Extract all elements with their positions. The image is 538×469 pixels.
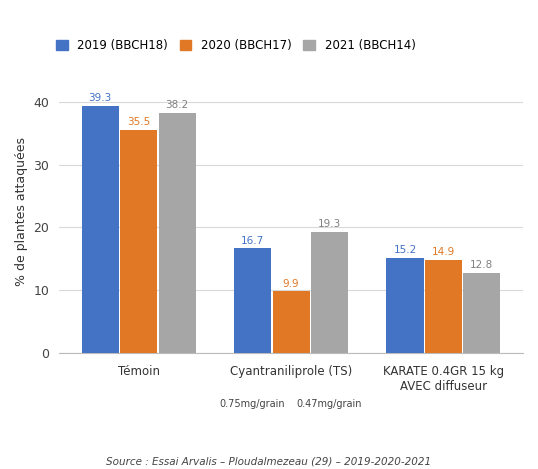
Bar	[82, 106, 119, 353]
Text: Source : Essai Arvalis – Ploudalmezeau (29) – 2019-2020-2021: Source : Essai Arvalis – Ploudalmezeau (…	[107, 457, 431, 467]
Legend: 2019 (BBCH18), 2020 (BBCH17), 2021 (BBCH14): 2019 (BBCH18), 2020 (BBCH17), 2021 (BBCH…	[56, 39, 415, 52]
Text: 0.75mg/grain: 0.75mg/grain	[220, 399, 286, 408]
Text: 12.8: 12.8	[470, 260, 493, 270]
Text: 9.9: 9.9	[283, 279, 299, 288]
Bar	[120, 130, 157, 353]
Text: 39.3: 39.3	[89, 93, 112, 104]
Text: 14.9: 14.9	[432, 247, 455, 257]
Bar	[425, 260, 462, 353]
Bar	[386, 257, 423, 353]
Text: 35.5: 35.5	[127, 117, 150, 128]
Text: 16.7: 16.7	[241, 236, 264, 246]
Bar	[234, 248, 271, 353]
Bar	[463, 273, 500, 353]
Y-axis label: % de plantes attaquées: % de plantes attaquées	[15, 137, 28, 286]
Text: 0.47mg/grain: 0.47mg/grain	[297, 399, 362, 408]
Text: 38.2: 38.2	[166, 100, 189, 110]
Text: 15.2: 15.2	[393, 245, 416, 255]
Bar	[159, 113, 196, 353]
Text: 19.3: 19.3	[318, 219, 341, 229]
Bar	[311, 232, 348, 353]
Bar	[273, 291, 310, 353]
